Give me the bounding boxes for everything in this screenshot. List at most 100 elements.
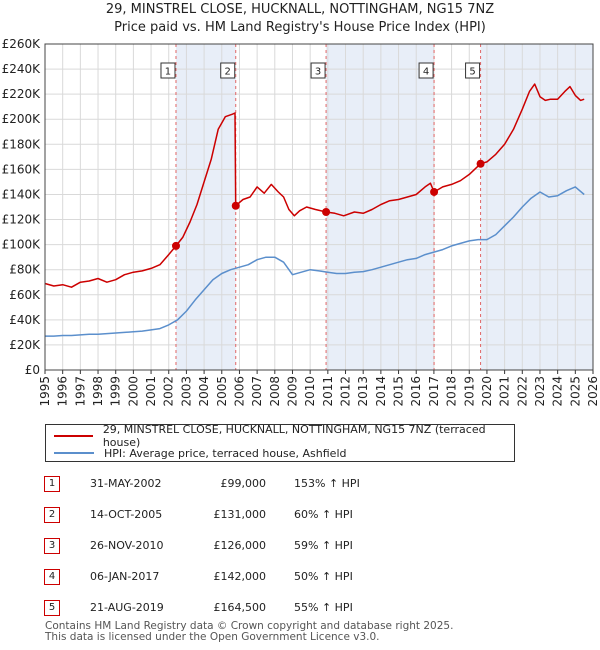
- shaded-period: [480, 44, 593, 370]
- sale-label-box: [160, 62, 176, 79]
- x-tick-label: 2016: [409, 376, 423, 407]
- footer-copyright: Contains HM Land Registry data © Crown c…: [45, 620, 454, 632]
- sale-date: 14-OCT-2005: [90, 508, 163, 521]
- sale-hpi-change: 60% ↑ HPI: [294, 508, 353, 521]
- x-tick-label: 2009: [285, 376, 299, 407]
- sale-price: £142,000: [213, 570, 267, 583]
- table-row: 3 26-NOV-2010 £126,000 59% ↑ HPI: [44, 532, 564, 562]
- sale-hpi-change: 59% ↑ HPI: [294, 539, 353, 552]
- sale-labels: 1 2 3 4 5: [160, 62, 481, 79]
- sale-label-box: [310, 62, 326, 79]
- sale-label-box: [465, 62, 481, 79]
- y-tick-label: £20K: [9, 338, 41, 352]
- y-tick-label: £0: [25, 363, 40, 377]
- sale-point: [171, 241, 180, 250]
- hpi-line: [45, 186, 585, 337]
- sale-point: [430, 187, 439, 196]
- x-tick-label: 2002: [162, 376, 176, 407]
- x-tick-label: 2022: [515, 376, 529, 407]
- sale-number-badge: 5: [44, 600, 60, 616]
- y-tick-label: £140K: [2, 187, 42, 201]
- series-lines: [44, 83, 585, 337]
- y-tick-label: £180K: [2, 137, 42, 151]
- sale-point: [231, 201, 240, 210]
- sale-label-box: [220, 62, 236, 79]
- sale-points: [171, 159, 485, 250]
- legend-swatch-property: [54, 435, 93, 437]
- x-tick-label: 2004: [197, 376, 211, 407]
- property-price-line: [44, 83, 585, 288]
- x-tick-label: 2003: [179, 376, 193, 407]
- legend-label-hpi: HPI: Average price, terraced house, Ashf…: [104, 446, 347, 460]
- x-tick-label: 2024: [551, 376, 565, 407]
- sale-hpi-change: 55% ↑ HPI: [294, 601, 353, 614]
- x-tick-label: 2006: [232, 376, 246, 407]
- x-tick-label: 1997: [73, 376, 87, 407]
- sale-date: 26-NOV-2010: [90, 539, 164, 552]
- x-tick-label: 2019: [462, 376, 476, 407]
- sale-label-number: 4: [423, 67, 429, 78]
- sale-number-badge: 3: [44, 538, 60, 554]
- legend-item-hpi: HPI: Average price, terraced house, Ashf…: [54, 445, 346, 461]
- x-tick-label: 1999: [109, 376, 123, 407]
- x-tick-label: 2021: [498, 376, 512, 407]
- sale-number-badge: 2: [44, 507, 60, 523]
- chart-title: 29, MINSTREL CLOSE, HUCKNALL, NOTTINGHAM…: [105, 2, 495, 17]
- x-tick-label: 1995: [38, 376, 52, 407]
- sale-hpi-change: 153% ↑ HPI: [294, 477, 360, 490]
- x-tick-label: 2017: [427, 376, 441, 407]
- table-row: 4 06-JAN-2017 £142,000 50% ↑ HPI: [44, 563, 564, 593]
- sale-label-number: 2: [225, 67, 231, 78]
- x-tick-label: 1996: [56, 376, 70, 407]
- chart-subtitle: Price paid vs. HM Land Registry's House …: [114, 20, 486, 35]
- x-tick-label: 2026: [586, 376, 600, 407]
- sale-date: 31-MAY-2002: [90, 477, 162, 490]
- y-tick-label: £120K: [2, 213, 42, 227]
- shaded-period: [175, 44, 236, 370]
- y-tick-label: £200K: [2, 112, 42, 126]
- sale-point: [476, 159, 485, 168]
- y-tick-label: £160K: [2, 162, 42, 176]
- sale-price: £126,000: [213, 539, 267, 552]
- x-tick-label: 2020: [480, 376, 494, 407]
- y-tick-label: £220K: [2, 87, 42, 101]
- sale-date: 21-AUG-2019: [90, 601, 164, 614]
- sale-label-number: 5: [469, 67, 475, 78]
- x-tick-label: 2011: [321, 376, 335, 407]
- sale-hpi-change: 50% ↑ HPI: [294, 570, 353, 583]
- legend-label-property: 29, MINSTREL CLOSE, HUCKNALL, NOTTINGHAM…: [102, 423, 486, 449]
- sale-label-number: 3: [315, 67, 321, 78]
- x-tick-label: 2000: [126, 376, 140, 407]
- x-tick-label: 1998: [91, 376, 105, 407]
- x-tick-label: 2001: [144, 376, 158, 407]
- table-row: 5 21-AUG-2019 £164,500 55% ↑ HPI: [44, 594, 564, 624]
- x-tick-label: 2012: [339, 376, 353, 407]
- sale-number-badge: 4: [44, 569, 60, 585]
- shaded-period: [326, 44, 435, 370]
- x-tick-label: 2018: [445, 376, 459, 407]
- x-tick-label: 2014: [374, 376, 388, 407]
- sale-price: £99,000: [220, 477, 267, 490]
- legend-item-property: 29, MINSTREL CLOSE, HUCKNALL, NOTTINGHAM…: [54, 423, 514, 449]
- axes: £0 £20K £40K £60K £80K £100K £120K £140K £160K £1…: [2, 37, 600, 407]
- y-tick-label: £40K: [9, 313, 41, 327]
- x-tick-label: 2005: [215, 376, 229, 407]
- x-tick-label: 2007: [250, 376, 264, 407]
- sale-price: £131,000: [213, 508, 267, 521]
- sale-price: £164,500: [213, 601, 267, 614]
- y-tick-label: £60K: [9, 288, 41, 302]
- x-tick-label: 2023: [533, 376, 547, 407]
- footer: Contains HM Land Registry data © Crown c…: [45, 621, 453, 643]
- legend-swatch-hpi: [54, 452, 94, 454]
- x-tick-label: 2013: [356, 376, 370, 407]
- sale-point: [322, 208, 331, 217]
- sale-label-number: 1: [165, 67, 171, 78]
- y-tick-label: £100K: [2, 238, 42, 252]
- sale-number-badge: 1: [44, 476, 60, 492]
- table-row: 2 14-OCT-2005 £131,000 60% ↑ HPI: [44, 501, 564, 531]
- legend: 29, MINSTREL CLOSE, HUCKNALL, NOTTINGHAM…: [45, 423, 515, 462]
- x-tick-label: 2008: [268, 376, 282, 407]
- sale-label-box: [418, 62, 434, 79]
- y-tick-label: £80K: [9, 263, 41, 277]
